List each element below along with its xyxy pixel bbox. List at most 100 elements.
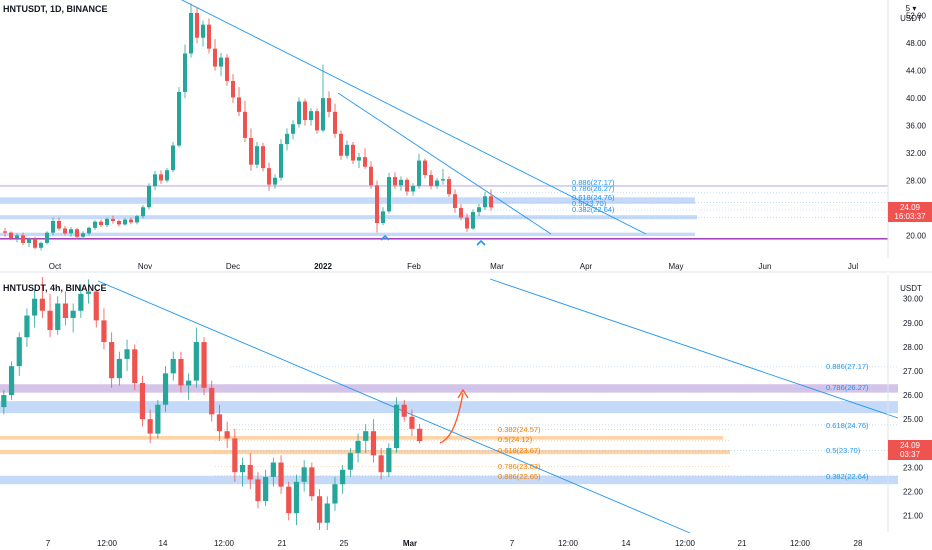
top-fib-label: 0.886(27.17) — [572, 178, 615, 187]
bottom-candle-body — [417, 428, 423, 442]
top-currency-scale[interactable]: 5 ▾ — [905, 4, 917, 13]
top-price-badge: 24.09 16:03:37 — [888, 202, 932, 222]
bottom-x-tick: 14 — [159, 539, 168, 548]
bottom-candle-body — [393, 404, 400, 449]
bottom-x-tick: 21 — [278, 539, 287, 548]
bottom-candle-body — [239, 464, 246, 473]
top-candle-body — [255, 146, 259, 165]
top-candle-body — [387, 177, 391, 212]
bottom-candle-body — [93, 291, 99, 321]
bottom-candle-body — [409, 416, 415, 429]
bottom-candle-body — [309, 467, 315, 497]
top-unit-label[interactable]: USDT — [900, 14, 922, 23]
bottom-candle-body — [85, 291, 92, 294]
bottom-candle-body — [324, 503, 330, 523]
bottom-candle-body — [70, 310, 76, 318]
top-candle-body — [9, 232, 13, 239]
bottom-x-tick: 12:00 — [790, 539, 811, 548]
bottom-candle-body — [16, 337, 22, 367]
top-candle-body — [369, 166, 373, 186]
axes[interactable]: 52.0048.0044.0040.0036.0032.0028.0024.00… — [46, 0, 927, 548]
bottom-x-tick: 7 — [510, 539, 515, 548]
arrow-head-icon — [457, 388, 469, 399]
bottom-y-tick: 25.00 — [903, 415, 924, 424]
top-candle-body — [75, 229, 79, 237]
top-symbol-title: HNTUSDT, 1D, BINANCE — [3, 4, 108, 14]
projection-arrow — [439, 392, 464, 444]
top-candle-body — [483, 196, 487, 208]
top-x-tick: Oct — [49, 262, 62, 271]
bottom-candle-body — [170, 358, 176, 374]
bottom-candle-body — [286, 486, 292, 514]
top-x-tick: Jun — [759, 262, 772, 271]
top-candle-body — [459, 207, 463, 218]
bottom-candle-body — [301, 467, 307, 482]
top-candle-body — [273, 177, 277, 185]
top-blue-zone-low — [0, 232, 695, 237]
top-candle-body — [417, 160, 421, 186]
top-x-tick: Nov — [138, 262, 152, 271]
top-candle-body — [285, 133, 289, 145]
bottom-unit-label[interactable]: USDT — [900, 284, 922, 293]
top-candle-body — [123, 219, 127, 225]
bottom-candle-body — [347, 452, 353, 470]
bottom-candle-body — [139, 383, 146, 420]
bottom-candle-body — [109, 342, 115, 379]
top-candle-body — [291, 124, 295, 134]
top-trendlines — [180, 0, 647, 235]
bottom-candle-body — [155, 404, 161, 434]
top-candle-body — [243, 111, 247, 138]
bottom-candle-body — [340, 469, 346, 485]
top-candle-body — [117, 220, 121, 225]
top-candle-body — [213, 48, 217, 67]
bottom-y-tick: 30.00 — [903, 295, 924, 304]
bottom-candle-body — [401, 404, 407, 417]
top-candle-body — [87, 227, 91, 234]
bottom-fib-label-blue: 0.786(26.27) — [826, 383, 869, 392]
bottom-fib-label-orange: 0.618(23.67) — [498, 446, 541, 455]
top-fib-label: 0.618(24.76) — [572, 193, 615, 202]
top-candle-body — [69, 229, 73, 234]
top-y-tick: 40.00 — [906, 94, 927, 103]
top-candle-body — [219, 57, 223, 67]
top-candle-body — [345, 144, 349, 156]
top-candle-body — [477, 207, 481, 213]
top-candle-body — [225, 57, 229, 81]
top-x-tick: Jul — [848, 262, 858, 271]
bottom-candle-body — [193, 342, 199, 381]
top-candle-body — [351, 144, 355, 161]
bottom-candle-body — [116, 358, 122, 379]
bottom-markers — [439, 388, 469, 444]
top-x-tick: Apr — [580, 262, 593, 271]
top-fib-label: 0.786(26.27) — [572, 184, 615, 193]
top-candle-body — [405, 179, 409, 192]
bottom-fib-labels: 0.886(27.17) 0.786(26.27) 0.618(24.76) 0.5(… — [498, 362, 869, 481]
caret-up-icon — [380, 234, 390, 241]
bottom-candle-body — [370, 431, 377, 456]
bottom-x-tick: Mar — [403, 539, 417, 548]
top-candle-body — [129, 219, 133, 223]
bottom-x-tick: 21 — [738, 539, 747, 548]
top-candle-body — [15, 235, 19, 239]
top-price-badge-value: 24.09 — [899, 203, 921, 212]
top-candle-body — [267, 168, 271, 185]
bottom-candle-body — [8, 366, 15, 396]
bottom-x-tick: 12:00 — [97, 539, 118, 548]
bottom-orange-zone-lower — [0, 450, 730, 455]
bottom-fib-label-blue: 0.5(23.70) — [826, 446, 861, 455]
top-candle-body — [33, 238, 37, 248]
bottom-candle-body — [24, 315, 30, 338]
top-resistance-line — [0, 185, 888, 187]
bottom-fib-label-blue: 0.382(22.64) — [826, 472, 869, 481]
top-candle-body — [63, 228, 67, 234]
bottom-candle-body — [378, 455, 384, 473]
top-candle-body — [165, 170, 169, 181]
top-candle-body — [135, 216, 139, 223]
bottom-candle-body — [101, 320, 107, 343]
top-candle-body — [393, 177, 397, 186]
bottom-candle-body — [178, 358, 184, 386]
top-candle-body — [81, 233, 85, 237]
bottom-blue-zone-lower — [0, 475, 898, 485]
bottom-trendline-upper — [489, 278, 899, 419]
